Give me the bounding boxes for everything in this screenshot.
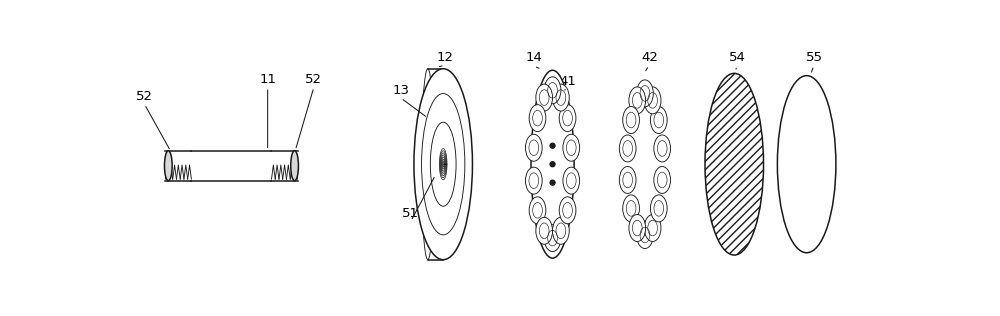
Ellipse shape xyxy=(544,225,561,252)
Ellipse shape xyxy=(529,105,546,131)
Ellipse shape xyxy=(705,73,764,255)
Text: 41: 41 xyxy=(560,75,576,88)
Ellipse shape xyxy=(421,69,434,260)
Ellipse shape xyxy=(629,87,646,114)
Ellipse shape xyxy=(650,195,667,222)
Text: 13: 13 xyxy=(392,84,409,97)
Text: 14: 14 xyxy=(526,52,542,64)
Text: 52: 52 xyxy=(305,73,322,86)
Ellipse shape xyxy=(559,197,576,224)
Text: 52: 52 xyxy=(136,90,153,103)
Ellipse shape xyxy=(654,135,671,162)
Text: 54: 54 xyxy=(729,52,746,64)
Text: 12: 12 xyxy=(436,52,453,64)
Circle shape xyxy=(550,180,555,185)
Ellipse shape xyxy=(637,222,653,248)
Text: 42: 42 xyxy=(641,52,658,64)
Ellipse shape xyxy=(619,135,636,162)
Text: 55: 55 xyxy=(806,52,823,64)
Ellipse shape xyxy=(525,134,542,161)
Ellipse shape xyxy=(291,151,298,181)
Text: 51: 51 xyxy=(402,207,419,220)
Ellipse shape xyxy=(619,167,636,193)
Ellipse shape xyxy=(629,215,646,241)
Ellipse shape xyxy=(553,84,569,111)
Ellipse shape xyxy=(529,197,546,224)
Ellipse shape xyxy=(536,217,553,244)
Ellipse shape xyxy=(525,167,542,194)
Ellipse shape xyxy=(637,80,653,107)
Circle shape xyxy=(550,143,555,148)
Ellipse shape xyxy=(164,151,172,181)
Ellipse shape xyxy=(553,217,569,244)
Ellipse shape xyxy=(559,105,576,131)
Ellipse shape xyxy=(777,76,836,253)
Ellipse shape xyxy=(654,167,671,193)
Ellipse shape xyxy=(563,167,580,194)
Circle shape xyxy=(550,162,555,167)
Ellipse shape xyxy=(623,195,639,222)
Text: 11: 11 xyxy=(259,73,276,86)
Ellipse shape xyxy=(544,77,561,104)
Ellipse shape xyxy=(644,87,661,114)
Ellipse shape xyxy=(536,84,553,111)
Ellipse shape xyxy=(650,106,667,133)
Ellipse shape xyxy=(414,69,472,260)
Ellipse shape xyxy=(644,215,661,241)
Ellipse shape xyxy=(623,106,639,133)
Ellipse shape xyxy=(563,134,580,161)
Ellipse shape xyxy=(531,70,574,258)
